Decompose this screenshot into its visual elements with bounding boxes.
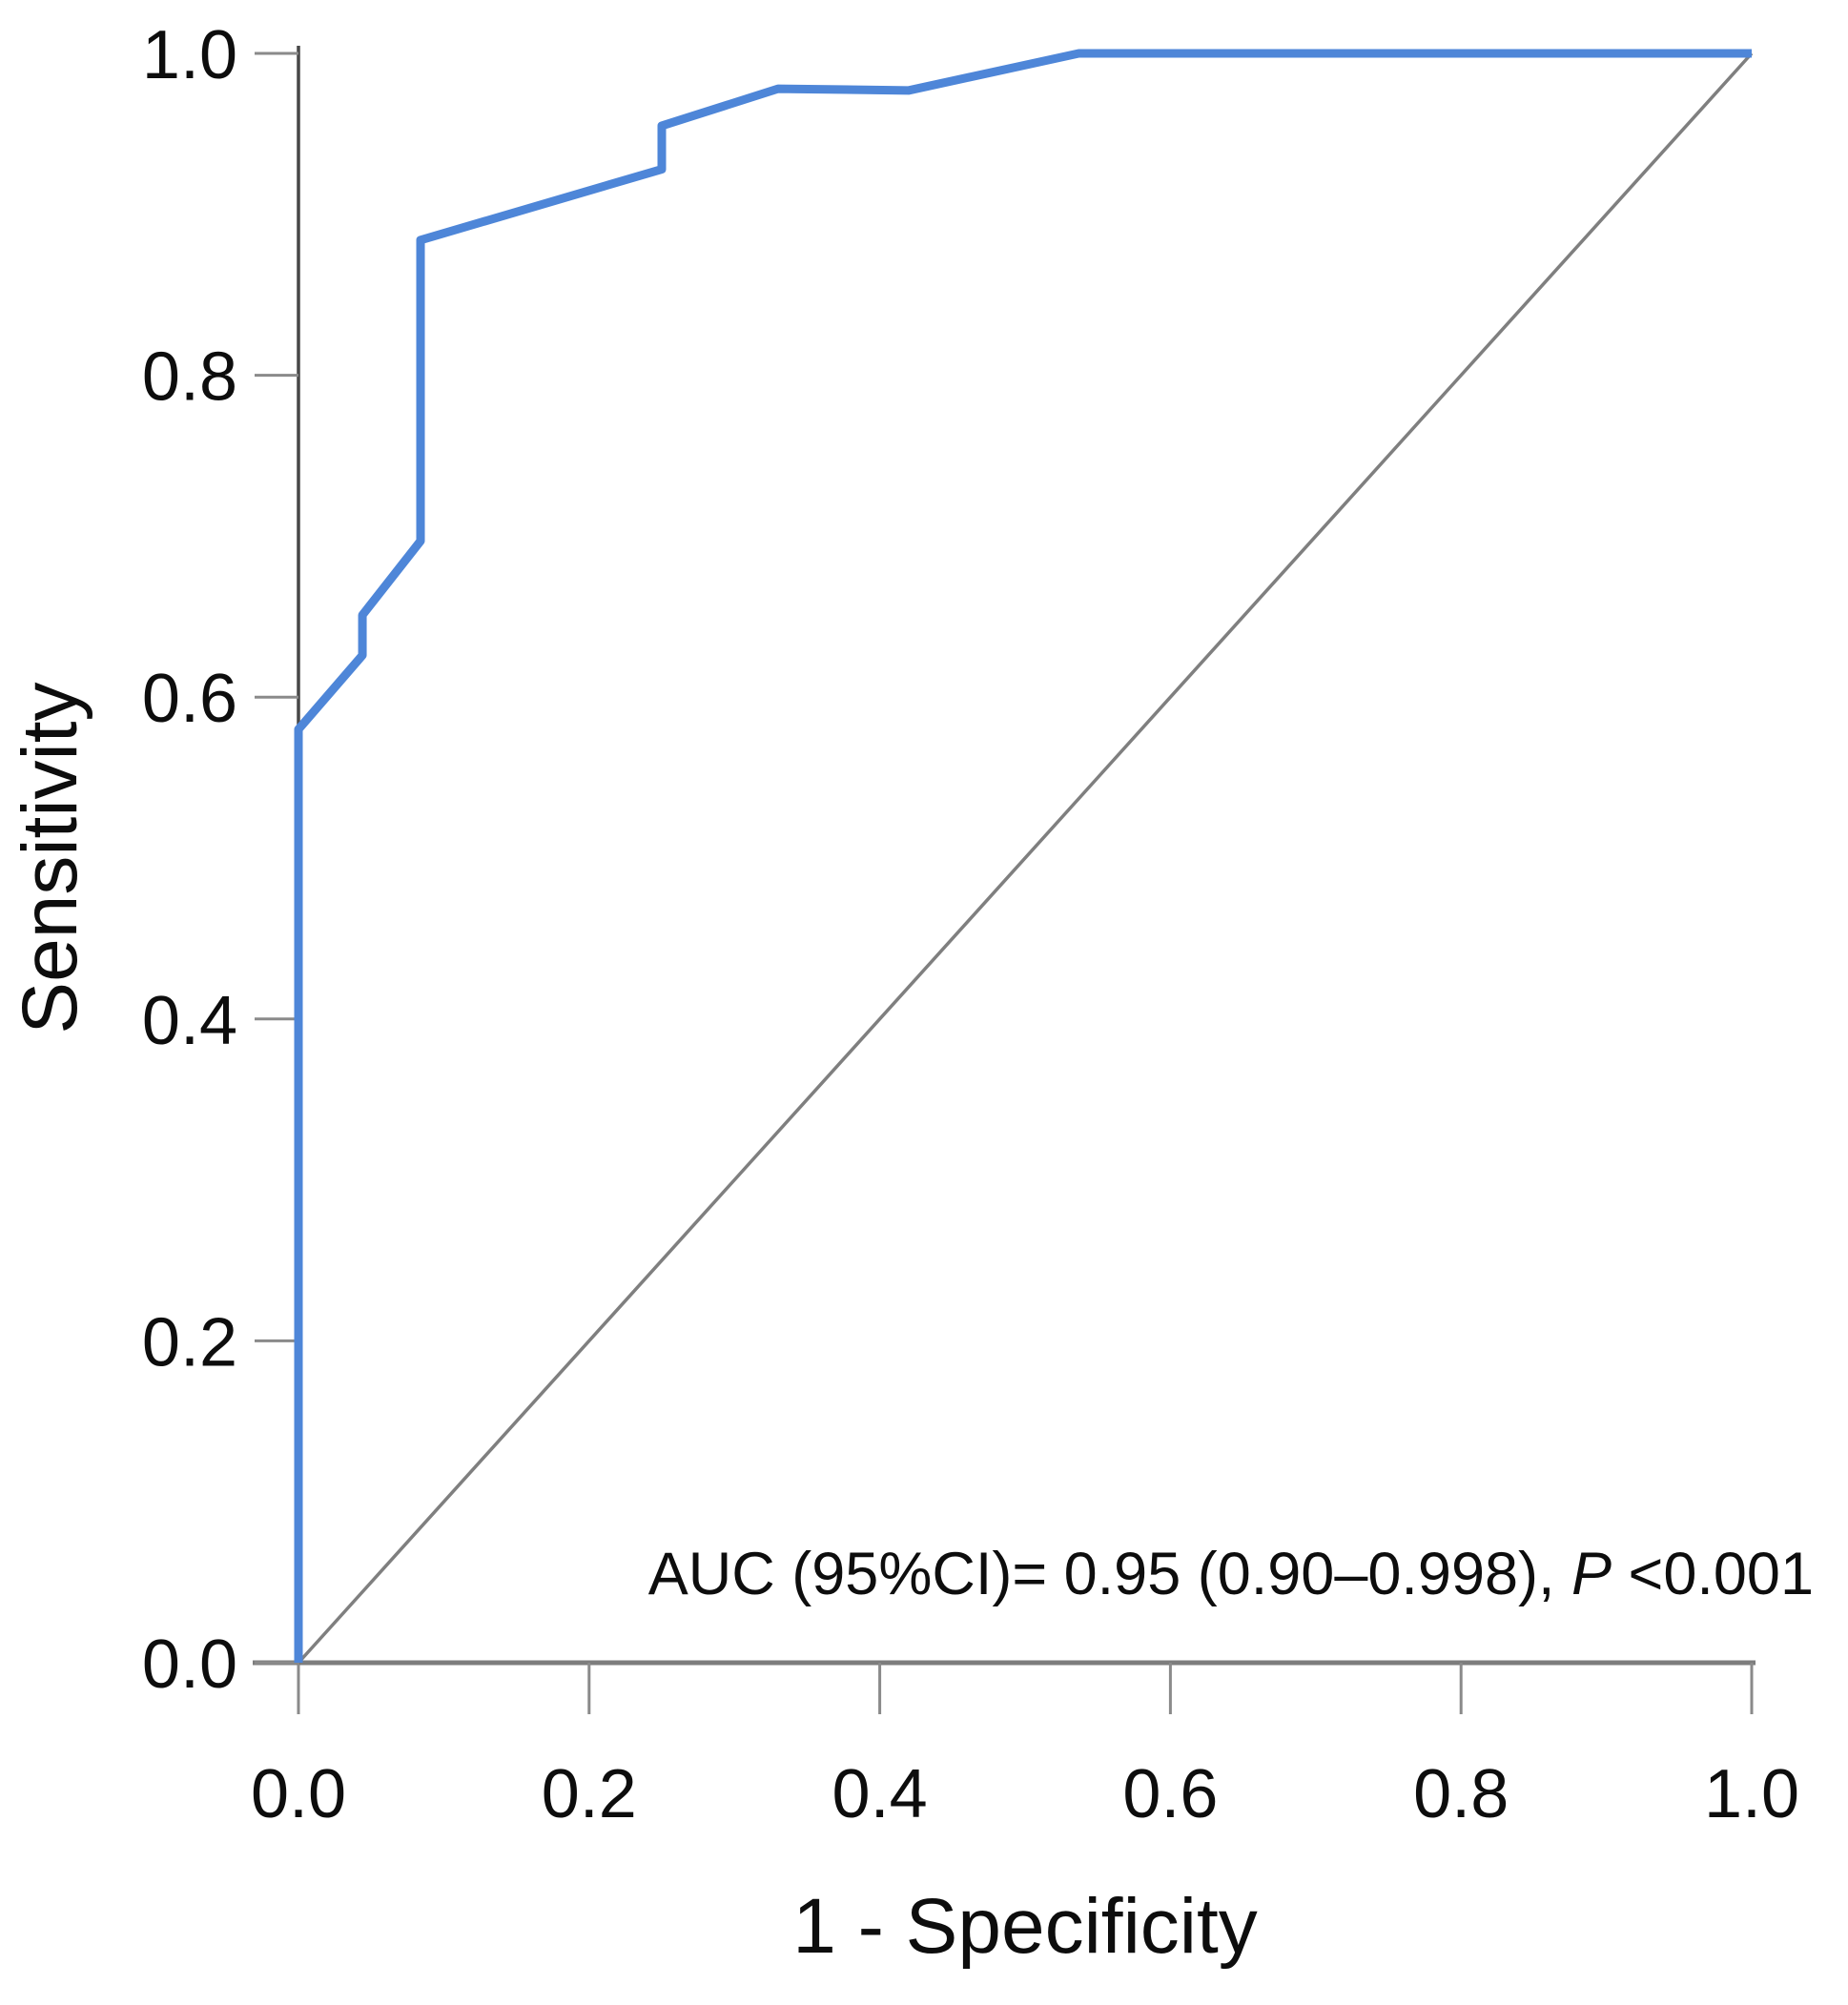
y-tick-label: 0.2 [142, 1304, 237, 1381]
y-tick-label: 0.0 [142, 1627, 237, 1703]
y-tick-label: 1.0 [142, 17, 237, 93]
y-tick-label: 0.6 [142, 661, 237, 737]
x-tick-label: 0.8 [1413, 1756, 1509, 1832]
x-tick-label: 0.2 [542, 1756, 637, 1832]
auc-annotation: AUC (95%CI)= 0.95 (0.90–0.998), P <0.001 [648, 1541, 1814, 1607]
chart-generated-layer: 0.0 0.2 0.4 0.6 0.8 1.0 0.0 0.2 0.4 0.6 0.8 1.0 [142, 17, 1799, 1832]
reference-line [297, 51, 1754, 1665]
y-tick-label: 0.4 [142, 983, 237, 1059]
x-axis-title: 1 - Specificity [792, 1883, 1258, 1970]
auc-annotation-text: AUC (95%CI)= 0.95 (0.90–0.998), [648, 1541, 1571, 1607]
p-symbol: P [1571, 1541, 1612, 1607]
x-tick-label: 0.6 [1122, 1756, 1218, 1832]
y-tick-label: 0.8 [142, 339, 237, 416]
x-tick-label: 0.4 [832, 1756, 928, 1832]
roc-curve-line [294, 49, 1752, 1663]
x-tick-label: 1.0 [1704, 1756, 1799, 1832]
p-value-text: <0.001 [1612, 1541, 1814, 1607]
x-tick-label: 0.0 [251, 1756, 346, 1832]
y-axis-title: Sensitivity [7, 682, 93, 1033]
